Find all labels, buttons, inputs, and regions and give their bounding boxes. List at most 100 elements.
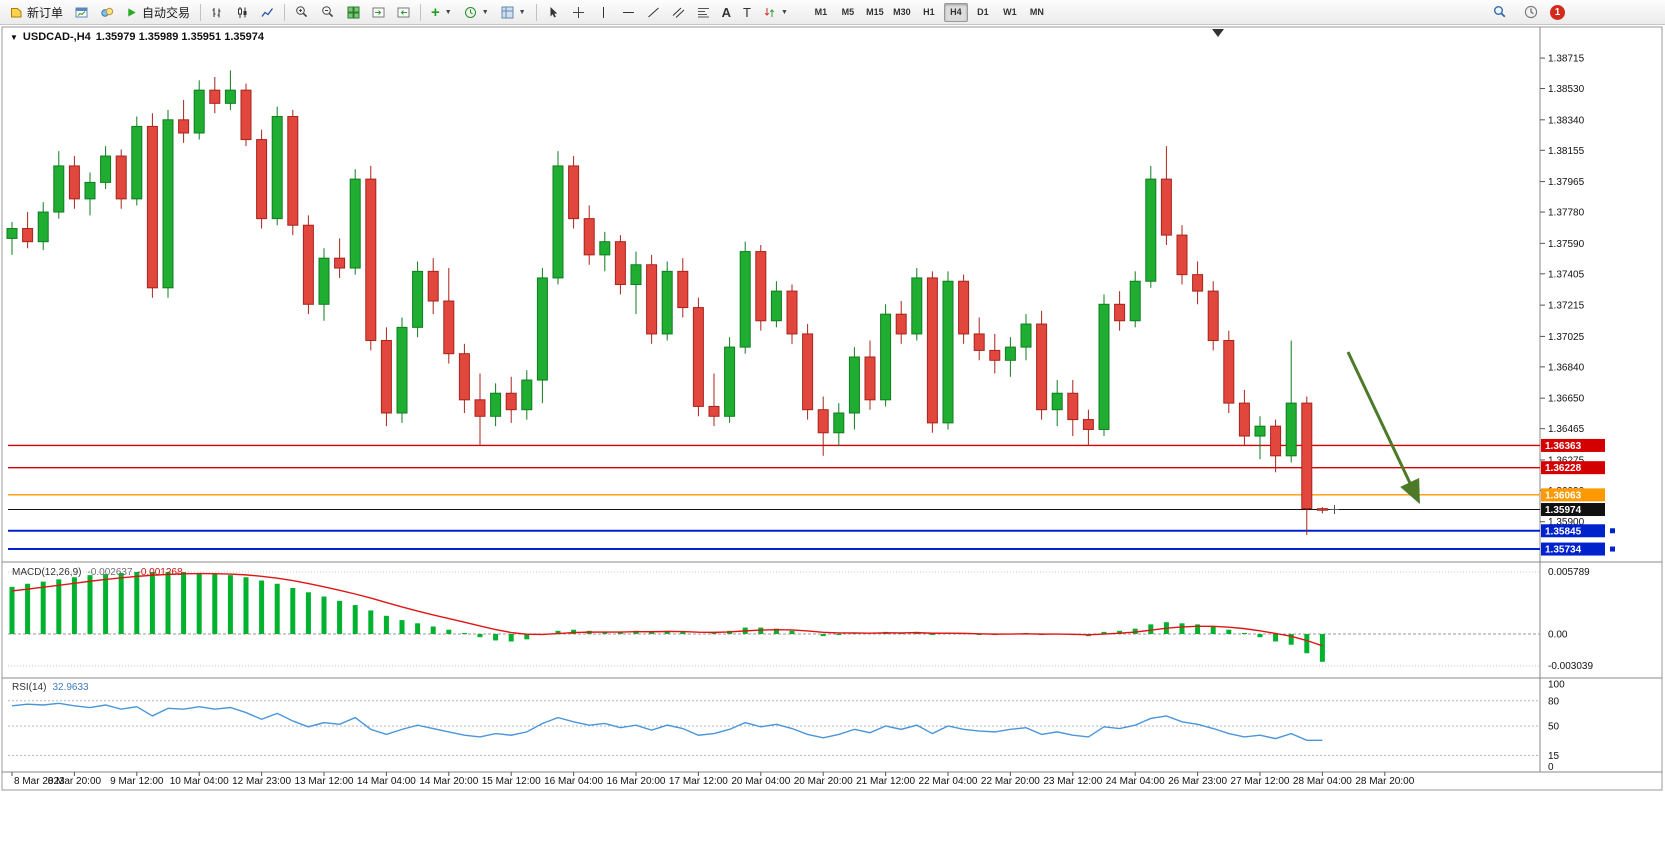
svg-text:1.36063: 1.36063 [1545,490,1582,501]
svg-text:1.37590: 1.37590 [1548,239,1585,250]
tile-windows-icon [347,6,360,18]
chart-shift-icon [397,7,410,17]
tile-windows-button[interactable] [342,2,365,22]
vertical-line-button[interactable] [592,2,615,22]
svg-text:1.36363: 1.36363 [1545,441,1582,452]
periods-button[interactable]: ▼ [459,2,494,22]
svg-text:1.36228: 1.36228 [1545,463,1582,474]
svg-text:20 Mar 04:00: 20 Mar 04:00 [731,776,790,787]
indicators-button[interactable]: + ▼ [426,2,457,22]
svg-text:1.37025: 1.37025 [1548,332,1585,343]
text-icon: A [721,4,731,20]
templates-icon [501,6,514,18]
channel-button[interactable] [667,2,690,22]
text-button[interactable]: A [717,2,736,22]
candlestick-chart-button[interactable] [231,2,254,22]
search-icon [1494,6,1506,18]
one-click-trading-button[interactable]: ▼ [10,32,18,42]
svg-text:1.36465: 1.36465 [1548,424,1585,435]
rsi-indicator-label: RSI(14) 32.9633 [12,682,89,693]
fibonacci-icon [697,7,709,17]
svg-text:8 Mar 20:00: 8 Mar 20:00 [48,776,102,787]
horizontal-line-icon [622,11,634,13]
chart-canvas[interactable]: 1.38715 1.38530 1.38340 1.38155 1.37965 1.377… [0,26,1665,791]
auto-scroll-button[interactable] [367,2,390,22]
templates-button[interactable]: ▼ [496,2,531,22]
svg-text:27 Mar 12:00: 27 Mar 12:00 [1231,776,1290,787]
trendline-button[interactable] [642,2,665,22]
svg-text:13 Mar 12:00: 13 Mar 12:00 [295,776,354,787]
channel-icon [672,7,684,18]
svg-text:1.36275: 1.36275 [1548,455,1585,466]
timeframe-m1-button[interactable]: M1 [809,3,833,22]
timeframe-m30-button[interactable]: M30 [890,3,914,22]
timeframe-d1-button[interactable]: D1 [971,3,995,22]
timeframe-mn-button[interactable]: MN [1025,3,1049,22]
timeframe-w1-button[interactable]: W1 [998,3,1022,22]
svg-text:1.35845: 1.35845 [1545,526,1582,537]
chart-shift-button[interactable] [392,2,415,22]
new-chart-button[interactable] [70,2,93,22]
chart-title: ▼ USDCAD-,H4 1.35979 1.35989 1.35951 1.3… [10,31,264,43]
profiles-button[interactable] [95,2,119,22]
svg-text:1.35734: 1.35734 [1545,545,1582,556]
search-button[interactable] [1488,2,1512,22]
rsi-name: RSI(14) [12,682,47,693]
timeframe-m5-button[interactable]: M5 [836,3,860,22]
label-button[interactable]: T [738,2,756,22]
dropdown-caret-icon: ▼ [780,8,788,16]
zoom-out-icon [322,6,334,18]
svg-text:20 Mar 20:00: 20 Mar 20:00 [794,776,853,787]
macd-indicator-label: MACD(12,26,9) -0.002637 -0.001268 [12,567,183,578]
arrows-button[interactable]: ▼ [758,2,793,22]
line-chart-button[interactable] [256,2,279,22]
candlestick-chart-icon [238,6,247,18]
svg-text:-0.003039: -0.003039 [1548,661,1593,672]
new-order-button[interactable]: 新订单 [5,2,68,22]
notification-badge[interactable]: 1 [1550,4,1565,20]
svg-text:0.00: 0.00 [1548,630,1568,641]
timeframe-m15-button[interactable]: M15 [863,3,887,22]
toolbar-right-group: 1 [1488,2,1565,22]
horizontal-line-button[interactable] [617,2,640,22]
crosshair-button[interactable] [567,2,590,22]
svg-text:1.35900: 1.35900 [1548,517,1585,528]
dropdown-caret-icon: ▼ [444,8,452,16]
svg-text:14 Mar 20:00: 14 Mar 20:00 [419,776,478,787]
macd-name: MACD(12,26,9) [12,567,82,578]
auto-trading-play-icon [128,7,136,17]
svg-text:1.37405: 1.37405 [1548,269,1585,280]
arrows-icon [764,7,775,17]
indicators-plus-icon: + [431,3,440,21]
svg-text:1.38530: 1.38530 [1548,84,1585,95]
svg-text:24 Mar 04:00: 24 Mar 04:00 [1106,776,1165,787]
cursor-icon [550,6,557,17]
new-chart-icon [75,7,88,17]
svg-text:15 Mar 12:00: 15 Mar 12:00 [482,776,541,787]
svg-text:50: 50 [1548,722,1560,733]
cursor-button[interactable] [542,2,565,22]
svg-text:1.37965: 1.37965 [1548,177,1585,188]
vertical-line-icon [602,6,604,18]
svg-text:26 Mar 23:00: 26 Mar 23:00 [1168,776,1227,787]
bars-chart-button[interactable] [206,2,229,22]
svg-text:22 Mar 04:00: 22 Mar 04:00 [919,776,978,787]
profiles-icon [101,7,114,17]
svg-text:100: 100 [1548,680,1565,691]
svg-text:12 Mar 23:00: 12 Mar 23:00 [232,776,291,787]
svg-text:10 Mar 04:00: 10 Mar 04:00 [170,776,229,787]
macd-signal-value: -0.001268 [137,567,183,578]
timeframe-h1-button[interactable]: H1 [917,3,941,22]
svg-text:1.38340: 1.38340 [1548,115,1585,126]
zoom-in-button[interactable] [290,2,314,22]
svg-text:22 Mar 20:00: 22 Mar 20:00 [981,776,1040,787]
svg-text:1.36840: 1.36840 [1548,362,1585,373]
timeframe-h4-button[interactable]: H4 [943,2,968,22]
fibonacci-button[interactable] [692,2,715,22]
toolbar-separator [200,3,202,21]
auto-trading-button[interactable]: 自动交易 [121,2,195,22]
svg-text:0: 0 [1548,762,1554,773]
svg-text:21 Mar 12:00: 21 Mar 12:00 [856,776,915,787]
session-clock-button[interactable] [1519,2,1543,22]
zoom-out-button[interactable] [316,2,340,22]
